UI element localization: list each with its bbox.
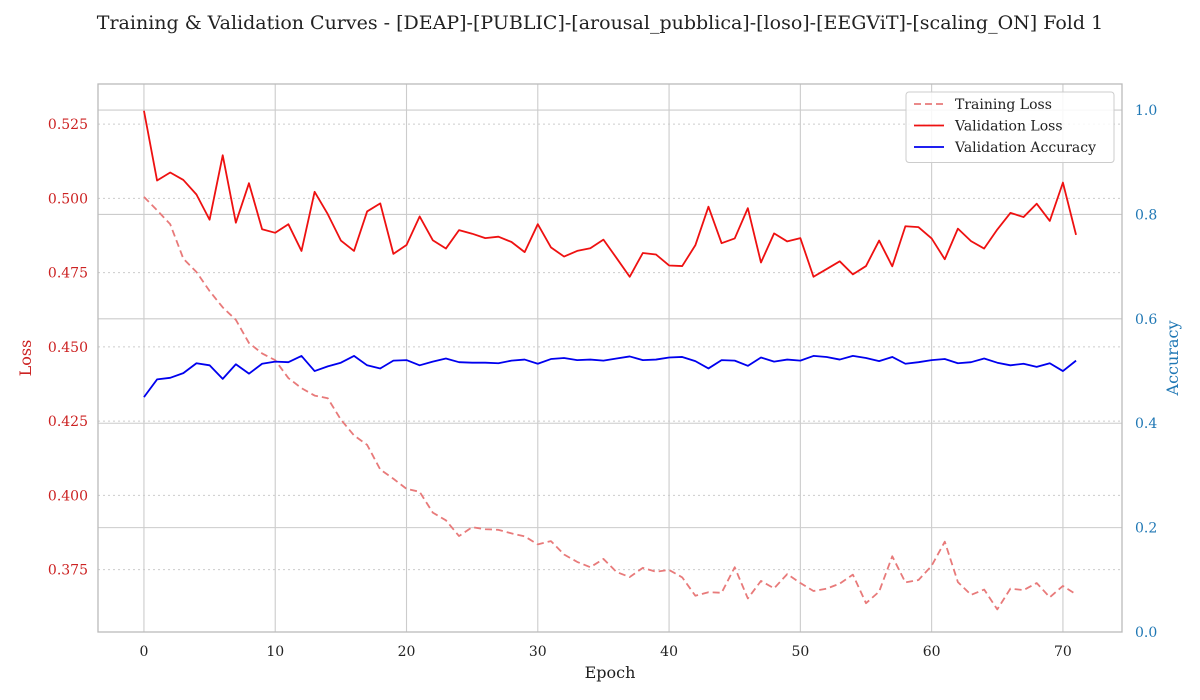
left-y-tick-label: 0.475 <box>48 266 88 282</box>
plot-frame <box>97 83 1123 633</box>
left-y-tick-label: 0.525 <box>48 117 88 133</box>
legend-box <box>905 91 1115 163</box>
x-tick-label: 70 <box>1054 644 1072 660</box>
left-y-tick-label: 0.425 <box>48 414 88 430</box>
right-y-tick-label: 0.6 <box>1135 312 1157 328</box>
right-y-tick-label: 0.8 <box>1135 207 1157 223</box>
x-tick-label: 30 <box>529 644 547 660</box>
series-layer <box>143 110 1077 611</box>
left-y-tick-label: 0.375 <box>48 563 88 579</box>
left-y-axis-label: Loss <box>16 340 35 377</box>
series-line-validation-accuracy <box>143 355 1077 398</box>
legend: Training Loss Validation Loss Validation A… <box>905 91 1115 163</box>
x-axis-label: Epoch <box>585 663 636 682</box>
chart-title: Training & Validation Curves - [DEAP]-[P… <box>97 12 1103 34</box>
series-line-training-loss <box>143 196 1077 611</box>
right-y-axis-ticks: 0.0 0.2 0.4 0.6 0.8 1.0 <box>1135 103 1157 641</box>
x-tick-label: 40 <box>660 644 678 660</box>
right-y-axis-label: Accuracy <box>1163 321 1182 397</box>
legend-label: Training Loss <box>955 97 1052 113</box>
right-y-tick-label: 0.2 <box>1135 521 1157 537</box>
x-tick-label: 10 <box>266 644 284 660</box>
right-y-tick-label: 0.0 <box>1135 625 1157 641</box>
series-line-validation-loss <box>143 110 1077 278</box>
left-y-tick-label: 0.400 <box>48 488 88 504</box>
x-tick-label: 20 <box>398 644 416 660</box>
left-y-gridlines <box>98 123 1122 571</box>
x-axis-ticks: 0 10 20 30 40 50 60 70 <box>139 644 1071 660</box>
x-tick-label: 50 <box>791 644 809 660</box>
x-gridlines <box>143 84 1064 632</box>
x-tick-label: 60 <box>923 644 941 660</box>
legend-label: Validation Loss <box>954 119 1063 135</box>
plot-border <box>97 83 1123 633</box>
right-y-tick-label: 1.0 <box>1135 103 1157 119</box>
left-y-tick-label: 0.450 <box>48 340 88 356</box>
x-tick-label: 0 <box>139 644 148 660</box>
legend-label: Validation Accuracy <box>954 140 1096 156</box>
right-y-tick-label: 0.4 <box>1135 416 1157 432</box>
left-y-tick-label: 0.500 <box>48 191 88 207</box>
left-y-axis-ticks: 0.375 0.400 0.425 0.450 0.475 0.500 0.525 <box>48 117 88 579</box>
